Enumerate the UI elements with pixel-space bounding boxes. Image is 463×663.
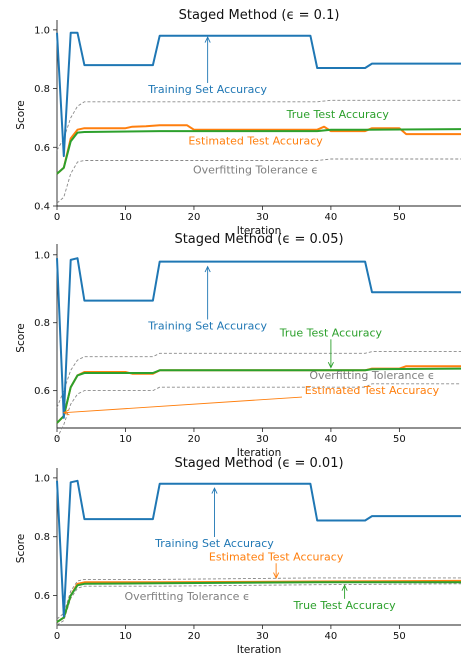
x-tick-label: 10 [119, 631, 132, 642]
annotation-label: Overfitting Tolerance ϵ [193, 164, 318, 177]
series-line-estimated-test-accuracy [56, 579, 462, 623]
annotation-label: True Test Accuracy [279, 326, 383, 339]
annotation-arrowhead [211, 487, 218, 494]
annotation-label: True Test Accuracy [292, 599, 396, 612]
x-tick-label: 50 [393, 212, 406, 223]
chart-title: Staged Method (ϵ = 0.05) [174, 232, 343, 247]
y-axis-label: Score [15, 534, 27, 563]
series-line-training-set-accuracy [56, 479, 461, 618]
x-tick-label: 0 [54, 631, 60, 642]
x-tick-label: 30 [256, 434, 269, 445]
annotation-arrowhead [204, 265, 211, 273]
x-tick-label: 10 [119, 434, 132, 445]
y-axis-label: Score [15, 323, 27, 352]
x-tick-label: 0 [54, 434, 60, 445]
annotation-label: Overfitting Tolerance ϵ [309, 369, 434, 382]
annotation-label: Estimated Test Accuracy [209, 550, 344, 563]
series-line-estimated-test-accuracy [56, 124, 461, 175]
annotation-arrowhead [204, 36, 211, 43]
tolerance-band-line [56, 583, 462, 626]
annotation-label: Training Set Accuracy [154, 537, 274, 550]
x-tick-label: 40 [325, 434, 338, 445]
x-tick-label: 20 [188, 434, 201, 445]
x-tick-label: 40 [325, 631, 338, 642]
x-axis-label: Iteration [237, 644, 282, 656]
x-tick-label: 20 [188, 212, 201, 223]
annotation-label: Training Set Accuracy [147, 320, 267, 333]
chart-panel-3: Staged Method (ϵ = 0.01) 0 10 20 30 40 50 0.6 0.… [15, 456, 462, 656]
series-line-training-set-accuracy [56, 257, 461, 419]
y-tick-label: 0.6 [34, 143, 50, 154]
series-line-training-set-accuracy [56, 31, 461, 158]
x-tick-label: 40 [325, 212, 338, 223]
y-tick-label: 0.8 [34, 532, 50, 543]
x-tick-label: 30 [256, 631, 269, 642]
x-tick-label: 30 [256, 212, 269, 223]
x-tick-label: 0 [54, 212, 60, 223]
chart-panel-1: Staged Method (ϵ = 0.1) 0 10 20 30 40 50 0.4 0.6… [15, 8, 462, 237]
chart-title: Staged Method (ϵ = 0.01) [174, 456, 343, 471]
chart-title: Staged Method (ϵ = 0.1) [179, 8, 340, 23]
annotation-label: True Test Accuracy [286, 108, 390, 121]
chart-panel-2: Staged Method (ϵ = 0.05) 0 10 20 30 40 50 0.6 0.… [15, 232, 462, 459]
x-tick-label: 20 [188, 631, 201, 642]
y-tick-label: 1.0 [34, 25, 50, 36]
x-axis-label: Iteration [237, 225, 282, 237]
y-tick-label: 1.0 [34, 473, 50, 484]
tolerance-band-line [56, 158, 461, 204]
x-tick-label: 50 [393, 434, 406, 445]
series-line-true-test-accuracy [56, 367, 462, 424]
y-tick-label: 0.8 [34, 318, 50, 329]
annotation-arrowhead [273, 572, 280, 579]
annotation-arrow [63, 396, 303, 414]
annotation-arrowhead [341, 584, 348, 591]
annotation-label: Estimated Test Accuracy [305, 384, 440, 397]
series-line-true-test-accuracy [56, 581, 461, 623]
y-tick-label: 0.6 [34, 591, 50, 602]
y-tick-label: 0.4 [34, 202, 50, 213]
y-tick-label: 0.6 [34, 386, 50, 397]
series-line-true-test-accuracy [56, 128, 462, 175]
x-tick-label: 10 [119, 212, 132, 223]
annotation-arrowhead [327, 361, 334, 369]
annotation-label: Overfitting Tolerance ϵ [124, 590, 249, 603]
y-tick-label: 1.0 [34, 250, 50, 261]
annotation-label: Training Set Accuracy [147, 83, 267, 96]
x-tick-label: 50 [393, 631, 406, 642]
annotation-arrowhead [62, 409, 70, 416]
annotation-label: Estimated Test Accuracy [188, 134, 323, 147]
x-axis-label: Iteration [237, 447, 282, 459]
y-axis-label: Score [15, 100, 27, 129]
y-tick-label: 0.8 [34, 84, 50, 95]
